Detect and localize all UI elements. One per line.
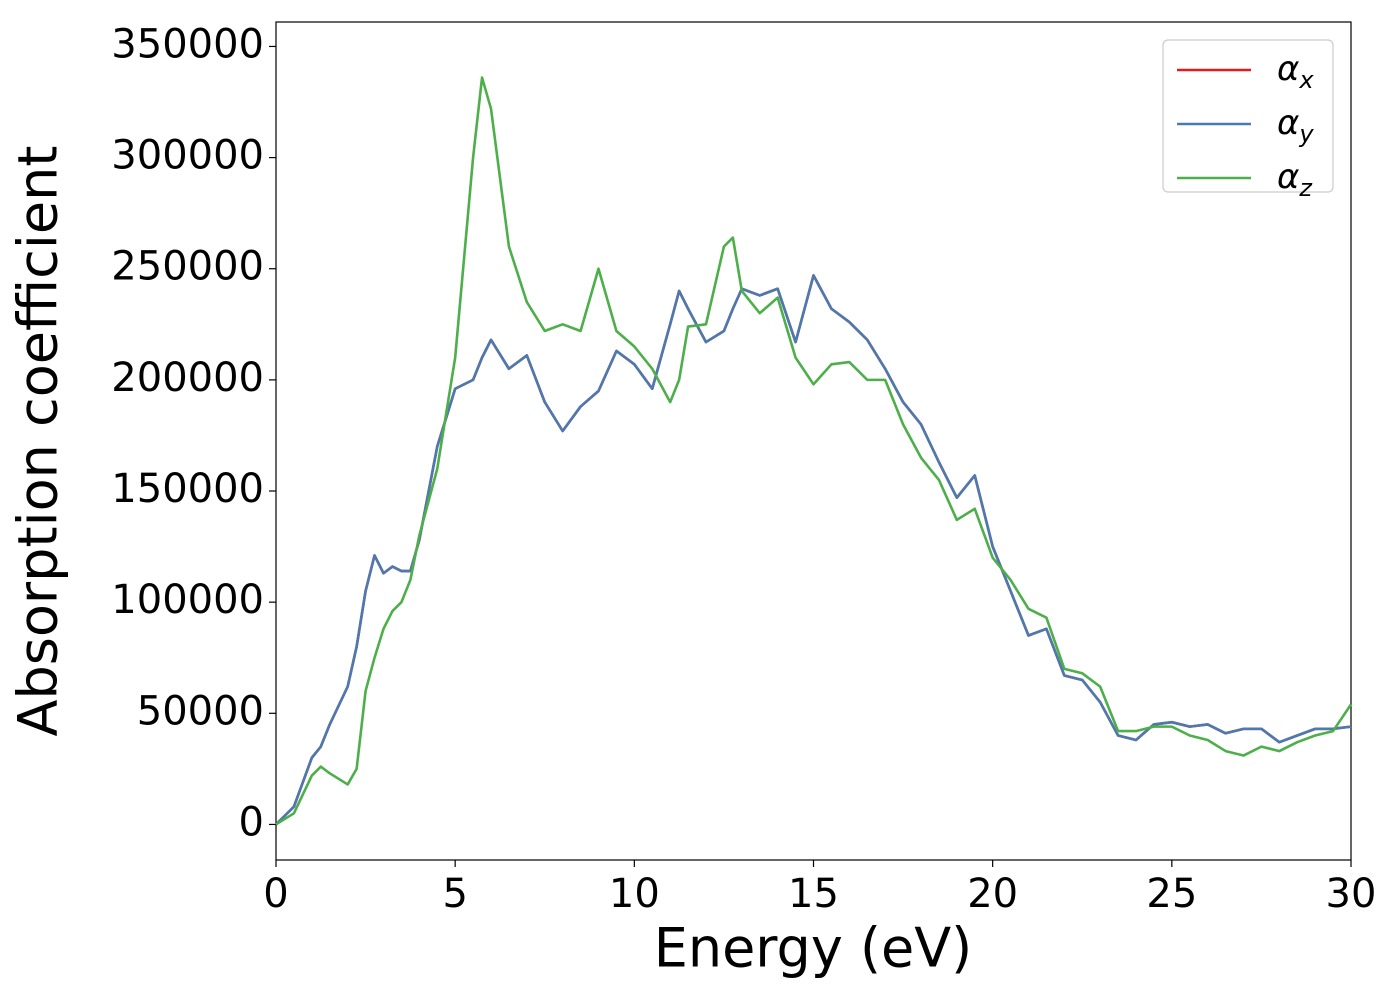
y-tick-label: 350000 (111, 21, 264, 67)
y-tick-label: 250000 (111, 244, 264, 290)
y-tick-label: 300000 (111, 133, 264, 179)
y-tick-label: 150000 (111, 466, 264, 512)
x-tick-label: 10 (609, 871, 660, 917)
legend-label: αz (1277, 157, 1313, 202)
x-axis-label: Energy (eV) (654, 917, 973, 980)
x-tick-label: 5 (442, 871, 467, 917)
legend-box (1162, 39, 1334, 193)
y-tick-label: 0 (239, 799, 264, 845)
y-tick-label: 100000 (111, 577, 264, 623)
x-tick-label: 20 (967, 871, 1018, 917)
legend-label: αx (1277, 49, 1314, 94)
x-tick-label: 30 (1326, 871, 1377, 917)
x-tick-label: 15 (788, 871, 839, 917)
series-line (275, 76, 1353, 826)
series-line (275, 274, 1352, 826)
legend-label: αy (1277, 103, 1314, 148)
y-tick-label: 50000 (137, 688, 264, 734)
x-tick-label: 0 (263, 871, 288, 917)
series-line (275, 274, 1352, 826)
y-axis-label: Absorption coefficient (7, 146, 70, 737)
x-tick-label: 25 (1146, 871, 1197, 917)
y-tick-label: 200000 (111, 355, 264, 401)
